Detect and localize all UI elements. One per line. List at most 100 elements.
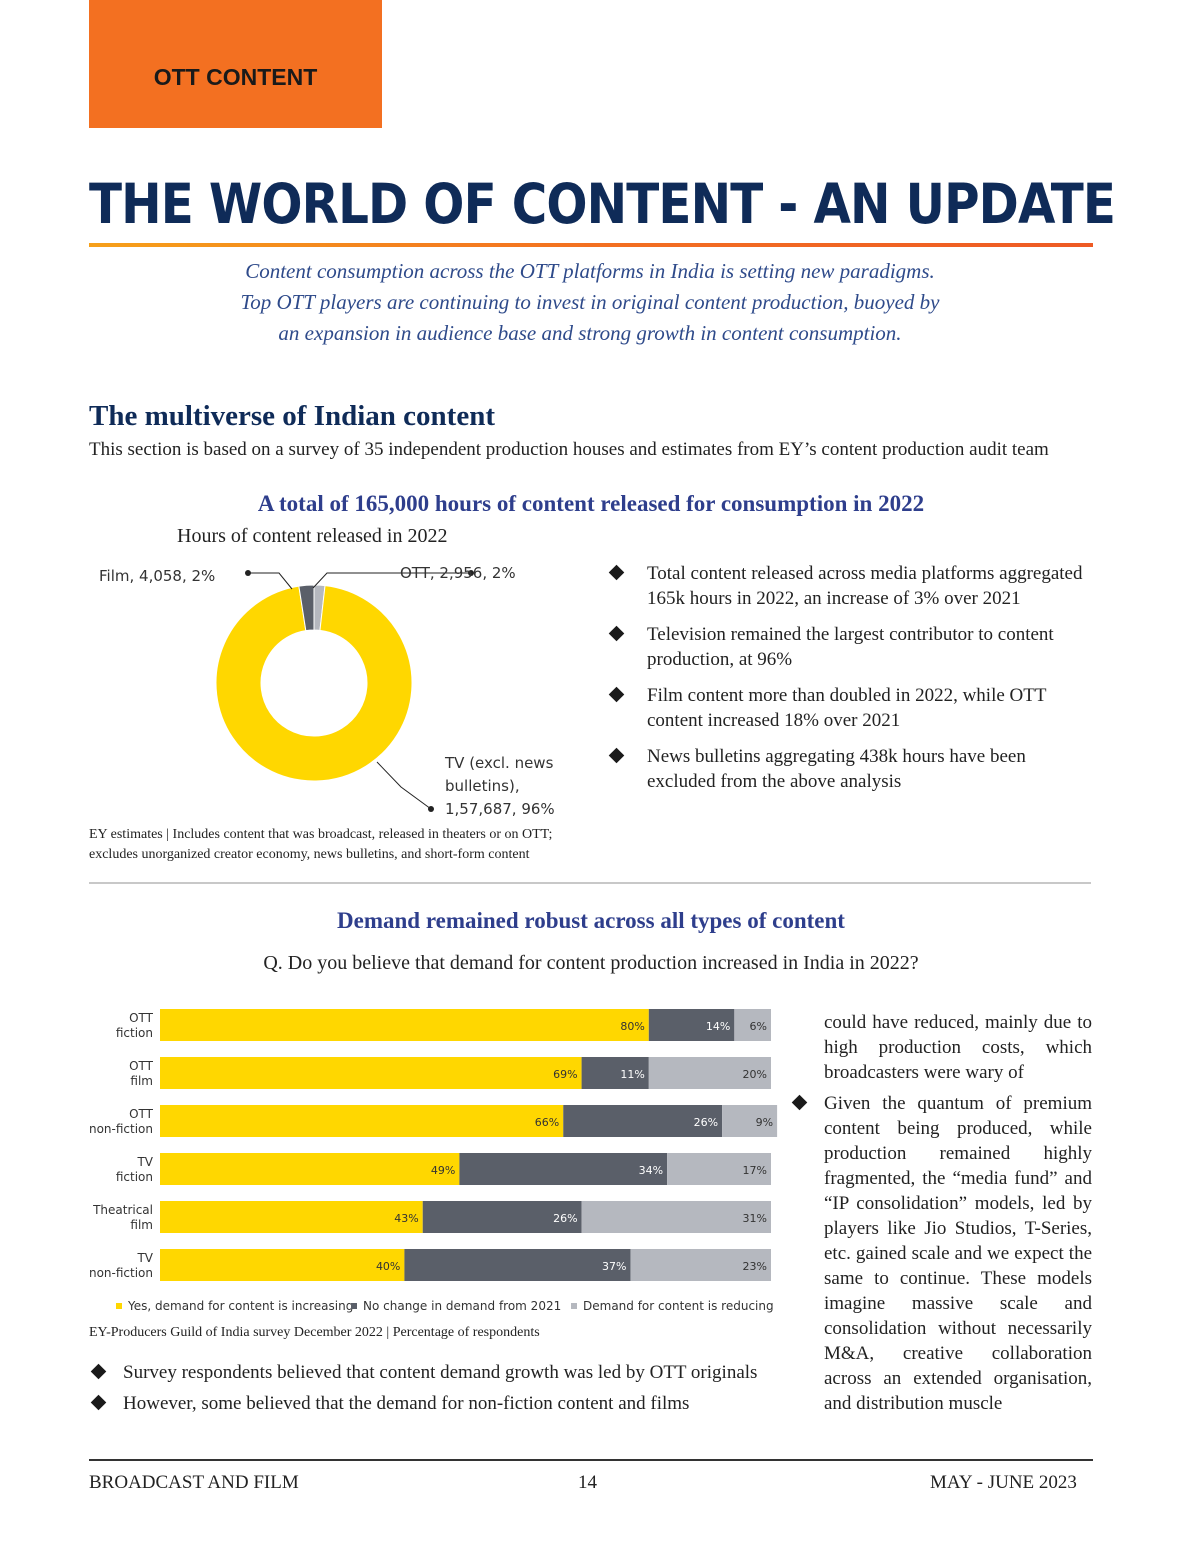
intro-line: Content consumption across the OTT platf… (245, 259, 935, 283)
data-label: 34% (639, 1164, 663, 1177)
category-label: fiction (116, 1170, 153, 1184)
tv-label-line1: TV (excl. news (444, 754, 554, 772)
category-label: non-fiction (89, 1266, 153, 1280)
bullet-item: News bulletins aggregating 438k hours ha… (607, 744, 1097, 794)
bullet-item: Film content more than doubled in 2022, … (607, 683, 1097, 733)
donut-source: EY estimates | Includes content that was… (89, 825, 552, 865)
bar-segment (160, 1153, 460, 1185)
intro-line: an expansion in audience base and strong… (278, 321, 902, 345)
intro-text: Content consumption across the OTT platf… (150, 256, 1030, 349)
data-label: 49% (431, 1164, 455, 1177)
title-underline (89, 243, 1093, 247)
section-tag: OTT CONTENT (89, 0, 382, 128)
diamond-bullet-icon (90, 1394, 107, 1411)
section-heading: The multiverse of Indian content (89, 400, 495, 432)
bar-legend: Yes, demand for content is increasing No … (116, 1299, 774, 1313)
legend-label: Demand for content is reducing (583, 1299, 774, 1313)
legend-swatch (351, 1303, 357, 1309)
data-label: 43% (394, 1212, 418, 1225)
tv-leader-line (376, 761, 432, 810)
data-label: 37% (602, 1260, 626, 1273)
film-leader-line (248, 572, 293, 590)
data-label: 40% (376, 1260, 400, 1273)
legend-swatch (571, 1303, 577, 1309)
data-label: 66% (535, 1116, 559, 1129)
category-label: TV (136, 1251, 153, 1265)
bar-segment (160, 1057, 582, 1089)
bar-segment (422, 1201, 582, 1233)
bar-segment (581, 1057, 649, 1089)
donut-slices (215, 584, 413, 782)
footer-date: MAY - JUNE 2023 (930, 1472, 1077, 1493)
bar-segment (160, 1249, 405, 1281)
intro-line: Top OTT players are continuing to invest… (240, 290, 940, 314)
data-label: 80% (620, 1020, 644, 1033)
bar-segment (667, 1153, 771, 1185)
data-label: 11% (620, 1068, 644, 1081)
bar-segment (563, 1105, 723, 1137)
donut-slice-film (298, 584, 315, 632)
section-tag-label: OTT CONTENT (153, 64, 318, 90)
category-label: fiction (116, 1026, 153, 1040)
bar-segment (160, 1105, 564, 1137)
survey-question: Q. Do you believe that demand for conten… (263, 952, 919, 974)
bullet-item: Given the quantum of premium content bei… (790, 1091, 1092, 1416)
legend-swatch (116, 1303, 122, 1309)
donut-source-line: EY estimates | Includes content that was… (89, 827, 553, 842)
donut-headline: A total of 165,000 hours of content rele… (257, 491, 925, 516)
page-number: 14 (578, 1472, 597, 1493)
category-label: film (130, 1074, 153, 1088)
data-label: 26% (553, 1212, 577, 1225)
tv-label-line2: bulletins), (445, 777, 520, 795)
legend-label: Yes, demand for content is increasing (127, 1299, 353, 1313)
section-description: This section is based on a survey of 35 … (89, 439, 1049, 460)
diamond-bullet-icon (608, 686, 625, 703)
ott-label: OTT, 2,956, 2% (400, 564, 516, 582)
bar-segment (734, 1009, 771, 1041)
diamond-bullet-icon (791, 1094, 808, 1111)
category-label: non-fiction (89, 1122, 153, 1136)
data-label: 23% (743, 1260, 767, 1273)
tv-marker (428, 806, 434, 812)
bar-segment (722, 1105, 778, 1137)
bar-segment (630, 1249, 771, 1281)
data-label: 69% (553, 1068, 577, 1081)
bullet-item: Television remained the largest contribu… (607, 622, 1097, 672)
footer-publication: BROADCAST AND FILM (89, 1472, 299, 1493)
category-label: Theatrical (92, 1203, 153, 1217)
film-label: Film, 4,058, 2% (99, 567, 215, 585)
diamond-bullet-icon (90, 1363, 107, 1380)
diamond-bullet-icon (608, 747, 625, 764)
bullet-item: Survey respondents believed that content… (89, 1360, 774, 1385)
bar-segment (648, 1057, 771, 1089)
diamond-bullet-icon (608, 564, 625, 581)
bar-segment (404, 1249, 631, 1281)
data-label: 6% (750, 1020, 767, 1033)
bar-segment (160, 1009, 649, 1041)
category-label: film (130, 1218, 153, 1232)
data-label: 17% (743, 1164, 767, 1177)
data-label: 31% (743, 1212, 767, 1225)
bullet-item: Total content released across media plat… (607, 561, 1097, 611)
category-label: TV (136, 1155, 153, 1169)
bar-segment (160, 1201, 423, 1233)
data-label: 9% (756, 1116, 773, 1129)
data-label: 26% (694, 1116, 718, 1129)
data-label: 14% (706, 1020, 730, 1033)
ott-leader-line (312, 572, 471, 589)
donut-slice-tv (215, 585, 413, 782)
right-column: could have reduced, mainly due to high p… (790, 1010, 1092, 1427)
category-label: OTT (129, 1011, 154, 1025)
bar-segment (459, 1153, 668, 1185)
donut-title: Hours of content released in 2022 (177, 525, 448, 547)
footer-rule (89, 1459, 1093, 1461)
top-bullet-list: Total content released across media plat… (607, 561, 1097, 805)
legend-label: No change in demand from 2021 (363, 1299, 561, 1313)
bullet-item: However, some believed that the demand f… (89, 1391, 774, 1416)
bar-segment (581, 1201, 771, 1233)
section-divider (89, 882, 1091, 884)
category-label: OTT (129, 1107, 154, 1121)
bar-chart-headline: Demand remained robust across all types … (337, 908, 845, 933)
